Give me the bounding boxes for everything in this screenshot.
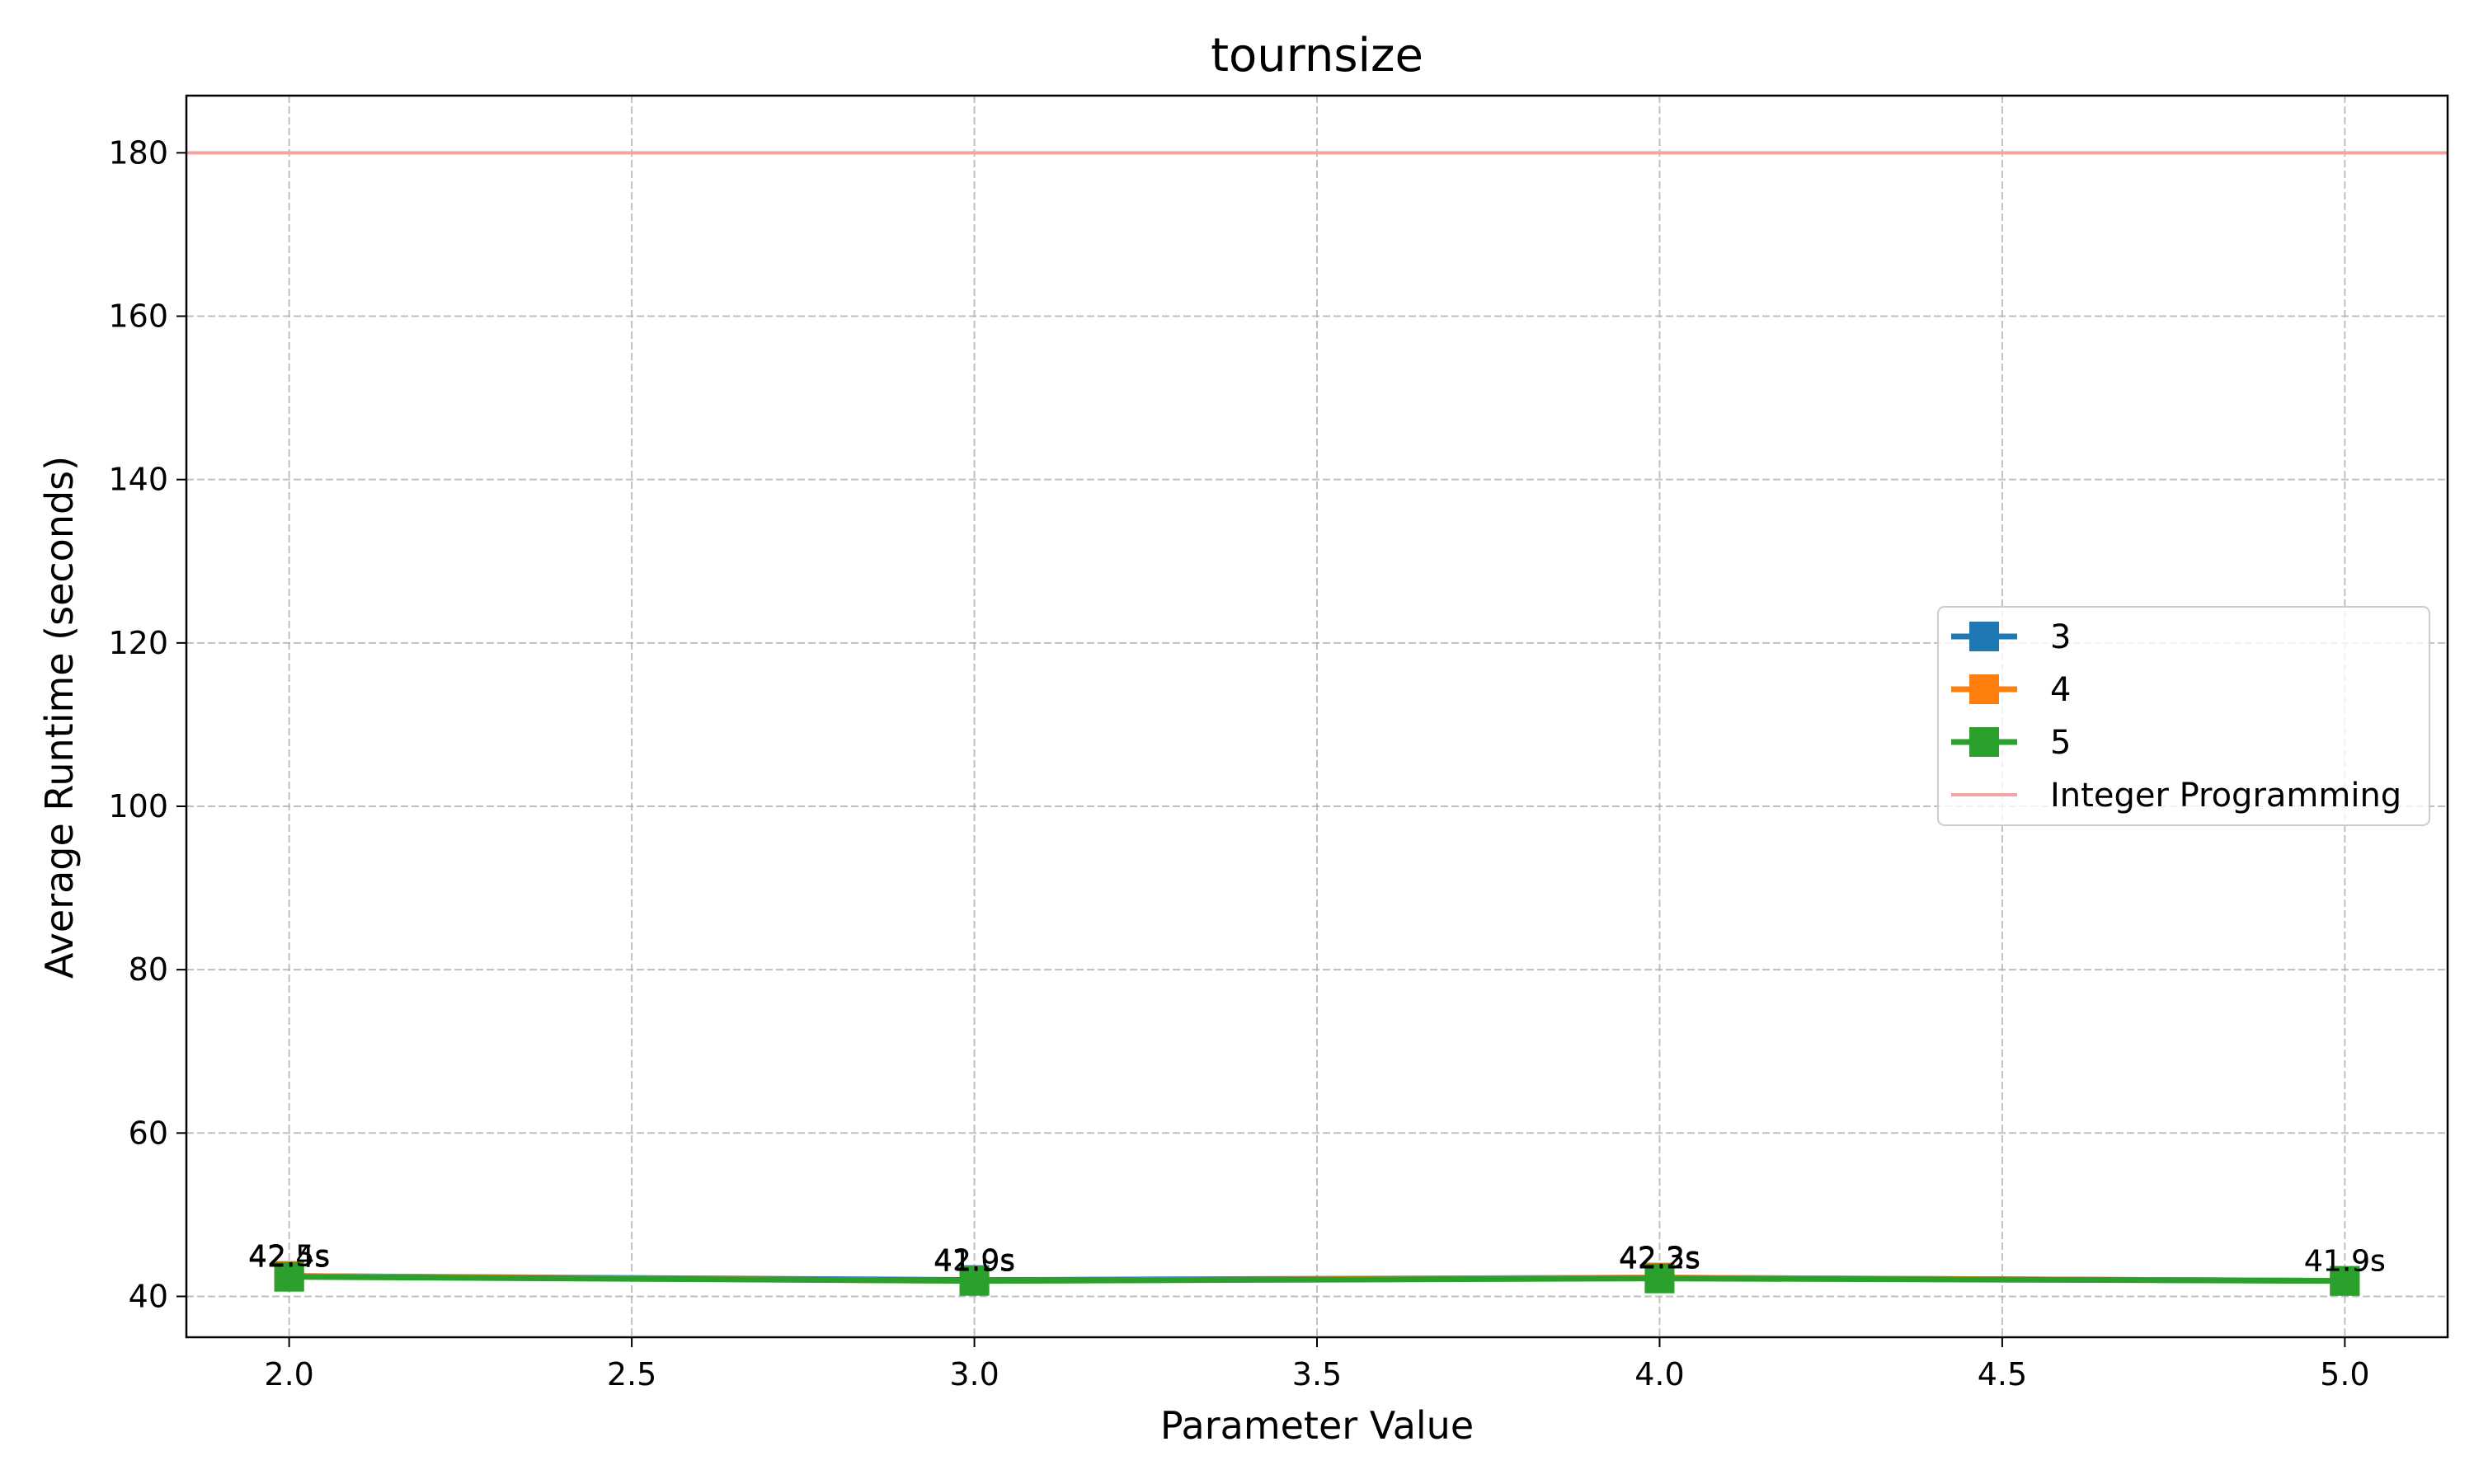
data-label-5: 41.9s [2304,1245,2386,1279]
legend-label: 4 [2050,671,2071,709]
axis-ticks: 2.0 2.5 3.0 3.5 4.0 4.5 5.0 40 60 80 100 120 140 160 1… [108,134,2369,1392]
series [274,1261,2360,1296]
data-label-3: 42.3s [1619,1242,1700,1275]
data-label-5: 42.2s [1619,1242,1700,1276]
data-label-4: 41.9s [934,1245,1015,1279]
data-label-5: 42.4s [248,1241,330,1275]
data-label-5: 41.9s [934,1245,1015,1279]
chart-title: tournsize [1211,29,1423,82]
y-tick-label: 160 [108,298,168,335]
series-marker-5 [959,1266,990,1296]
y-tick-label: 100 [108,788,168,824]
data-label-4: 42.3s [1619,1242,1700,1275]
legend-label: 3 [2050,618,2071,656]
series-marker-5 [1644,1263,1675,1294]
y-tick-label: 40 [129,1278,168,1314]
y-tick-label: 60 [129,1115,168,1151]
data-label-3: 41.9s [2304,1245,2386,1279]
x-tick-label: 2.5 [607,1356,656,1392]
data-label-4: 42.5s [248,1240,330,1274]
x-axis-title: Parameter Value [1160,1403,1474,1448]
series-marker-5 [2330,1266,2360,1296]
x-tick-label: 3.5 [1292,1356,1342,1392]
legend-marker-5 [1969,727,1999,757]
data-label-3: 42.0s [934,1244,1015,1278]
series-marker-5 [274,1261,304,1292]
legend-marker-4 [1969,674,1999,704]
y-tick-label: 120 [108,625,168,661]
legend-label: Integer Programming [2050,777,2401,815]
series-line-5 [289,1274,2345,1284]
legend-box [1937,606,2430,826]
legend: 3 4 5 Integer Programming [1937,606,2430,826]
y-tick-label: 180 [108,134,168,171]
y-tick-label: 140 [108,462,168,498]
data-label-3: 42.5s [248,1240,330,1274]
y-tick-label: 80 [129,951,168,988]
x-tick-label: 4.5 [1978,1356,2027,1392]
legend-label: 5 [2050,724,2071,762]
x-tick-label: 2.0 [264,1356,313,1392]
legend-marker-3 [1969,622,1999,651]
x-tick-label: 5.0 [2320,1356,2369,1392]
data-label-4: 41.9s [2304,1245,2386,1279]
y-axis-title: Average Runtime (seconds) [37,456,82,979]
x-tick-label: 4.0 [1634,1356,1684,1392]
x-tick-label: 3.0 [949,1356,999,1392]
